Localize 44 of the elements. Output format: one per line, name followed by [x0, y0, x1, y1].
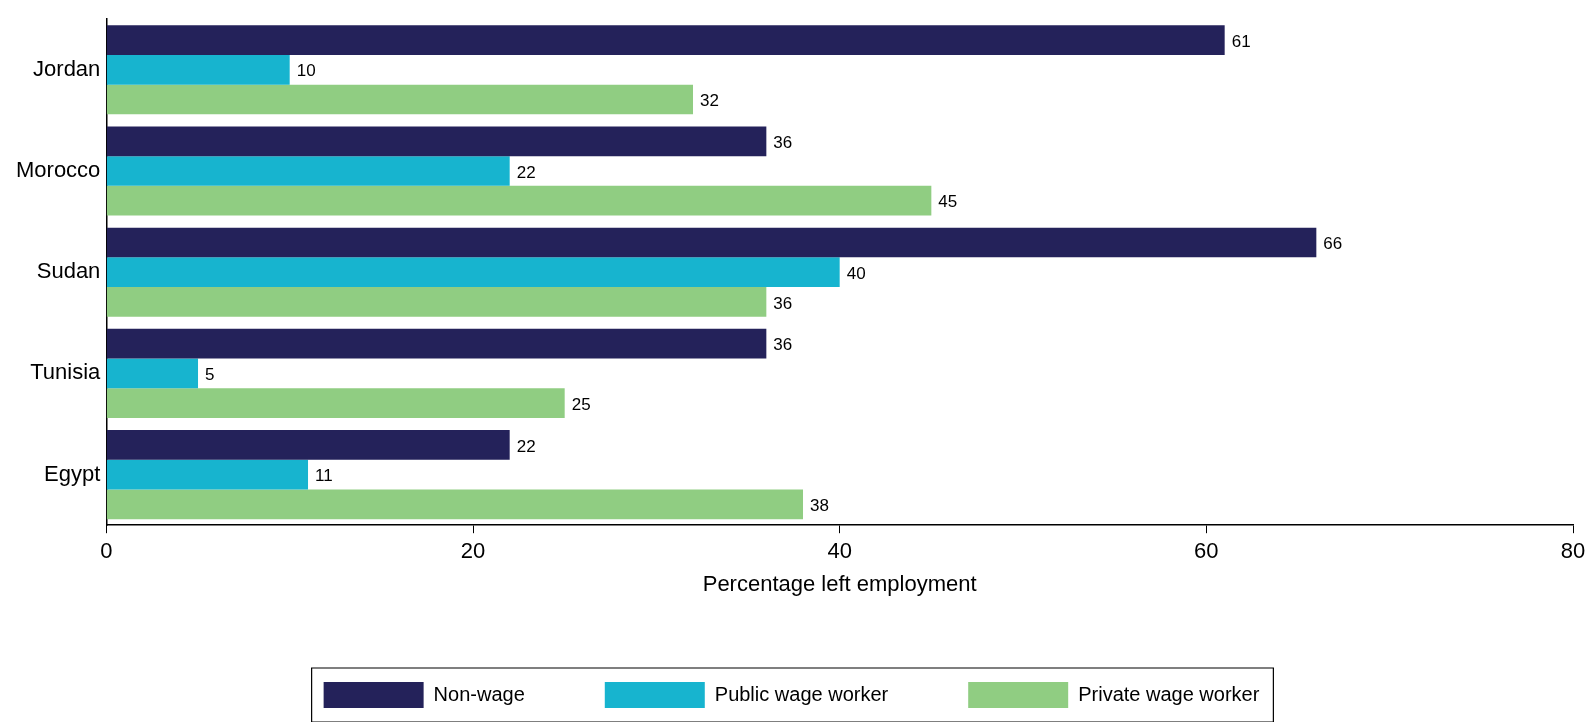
bar — [106, 227, 1317, 258]
data-label: 5 — [205, 365, 215, 385]
bar — [106, 156, 510, 186]
x-tick-label: 20 — [460, 538, 486, 564]
bar — [106, 328, 767, 359]
legend-label: Public wage worker — [714, 682, 889, 705]
data-label: 11 — [315, 466, 333, 486]
legend-label: Private wage worker — [1078, 682, 1260, 705]
bar — [106, 25, 1225, 55]
data-label: 36 — [773, 335, 793, 355]
bar — [106, 489, 804, 520]
data-label: 25 — [571, 394, 591, 414]
bar — [106, 430, 510, 460]
data-label: 40 — [846, 263, 866, 283]
x-tick-label: 80 — [1560, 538, 1586, 564]
bar — [106, 388, 565, 418]
y-tick-label: Sudan — [36, 258, 101, 284]
bar — [106, 54, 290, 85]
data-label: 22 — [516, 436, 536, 456]
data-label: 36 — [773, 293, 793, 313]
x-axis-title: Percentage left employment — [702, 570, 977, 596]
bar — [106, 257, 840, 288]
data-label: 38 — [810, 495, 829, 515]
bar — [106, 84, 694, 115]
bar — [106, 287, 767, 317]
bar — [106, 459, 309, 490]
data-label: 22 — [516, 162, 536, 182]
bar — [106, 185, 932, 216]
bar — [106, 126, 767, 157]
x-tick-label: 40 — [827, 538, 852, 564]
y-tick-label: Tunisia — [30, 359, 102, 385]
x-tick-label: 0 — [100, 538, 113, 564]
data-label: 32 — [700, 91, 719, 111]
y-tick-label: Egypt — [44, 460, 101, 486]
legend-label: Non-wage — [433, 682, 525, 705]
data-label: 66 — [1323, 234, 1343, 254]
data-label: 45 — [938, 192, 958, 212]
data-label: 36 — [773, 133, 793, 152]
data-label: 61 — [1231, 31, 1251, 51]
y-tick-label: Morocco — [16, 157, 101, 183]
x-tick-label: 60 — [1194, 538, 1219, 564]
data-label: 10 — [296, 61, 316, 81]
bar — [106, 358, 199, 389]
y-tick-label: Jordan — [33, 55, 101, 81]
